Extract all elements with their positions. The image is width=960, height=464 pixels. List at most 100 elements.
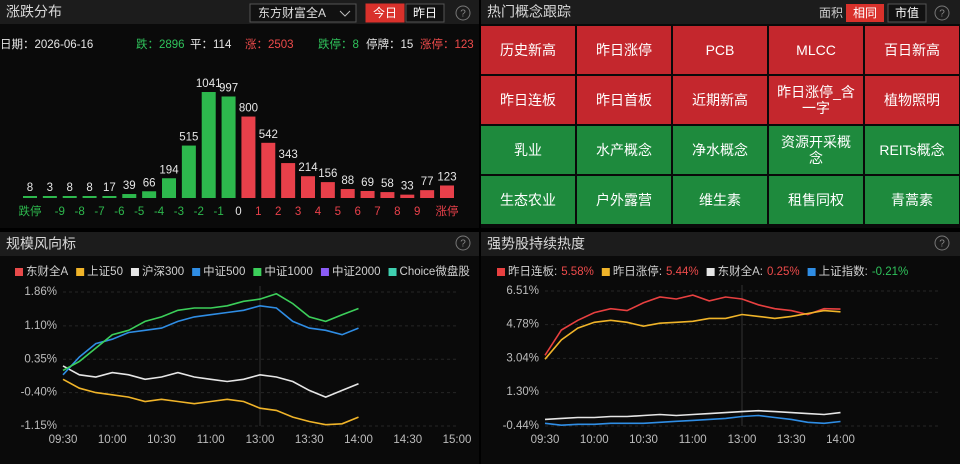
legend-label: 东财全A [26, 264, 68, 278]
bar [102, 196, 117, 198]
concept-tile[interactable]: 水产概念 [577, 126, 671, 174]
x-tick-label: -2 [194, 206, 204, 218]
legend-label: 昨日连板 [508, 264, 554, 278]
concept-tile[interactable]: 昨日连板 [481, 76, 575, 124]
button-label: 面积 [819, 6, 843, 20]
concept-tile[interactable]: 租售同权 [769, 176, 863, 224]
concept-tile[interactable]: 植物照明 [865, 76, 959, 124]
concept-tile[interactable]: 户外露营 [577, 176, 671, 224]
value-label: 123 [437, 172, 456, 184]
concept-tile[interactable]: 资源开采概念 [769, 126, 863, 174]
concept-tile[interactable]: REITs概念 [865, 126, 959, 174]
x-tick-label: 5 [335, 206, 341, 218]
value-label: 33 [401, 181, 414, 193]
dropdown-text: 东方财富全A [258, 5, 326, 20]
legend-separator: : [659, 266, 662, 278]
x-tick-label: 0 [235, 206, 241, 218]
concept-tile[interactable]: 净水概念 [673, 126, 767, 174]
concept-tile[interactable]: 昨日首板 [577, 76, 671, 124]
dropdown-arrow [339, 10, 351, 17]
panel-title: 热门概念跟踪 [487, 4, 571, 20]
help-icon[interactable] [455, 235, 471, 251]
dropdown[interactable] [249, 3, 357, 23]
legend-label: 上证指数 [819, 264, 865, 278]
concept-tile[interactable]: 维生素 [673, 176, 767, 224]
bar [221, 96, 236, 198]
concept-tile[interactable]: 生态农业 [481, 176, 575, 224]
tab-label: 昨日 [413, 6, 437, 20]
panel [0, 0, 479, 228]
bar [440, 185, 454, 198]
bar [360, 190, 375, 198]
legend-value: -0.21% [872, 266, 908, 278]
stat-label: 日期： [0, 38, 35, 51]
panel-title: 强势股持续热度 [487, 236, 585, 252]
series-line [62, 292, 359, 372]
bar [380, 192, 395, 198]
value-label: 515 [179, 132, 198, 144]
legend-swatch [601, 268, 610, 276]
concept-tile[interactable]: PCB [673, 26, 767, 74]
bar [62, 196, 77, 198]
bar [181, 145, 196, 198]
value-label: 343 [279, 149, 298, 161]
legend-label: 昨日涨停 [613, 264, 659, 278]
panel-title: 规模风向标 [6, 236, 76, 252]
legend-swatch [320, 268, 329, 276]
series-line [544, 409, 841, 421]
stat: 日期：2026-06-16 [0, 38, 93, 51]
tab[interactable] [365, 3, 405, 23]
value-label: 8 [86, 182, 92, 194]
concept-tile[interactable]: 百日新高 [865, 26, 959, 74]
button-bg [846, 4, 884, 22]
help-icon[interactable] [455, 5, 471, 21]
concept-tile[interactable]: 青蒿素 [865, 176, 959, 224]
value-label: 8 [27, 182, 33, 194]
stat-label: 涨： [245, 38, 268, 51]
legend-separator: : [865, 266, 868, 278]
x-tick-label: 13:30 [777, 434, 806, 446]
value-label: 542 [259, 129, 278, 141]
stat-value: 8 [353, 39, 359, 51]
legend-swatch [192, 268, 201, 276]
bar [82, 196, 97, 198]
x-tick-label: 14:00 [826, 434, 855, 446]
stat-label: 平： [190, 39, 213, 51]
concept-tile[interactable]: 近期新高 [673, 76, 767, 124]
help-icon[interactable] [934, 235, 950, 251]
y-tick-label: 1.30% [506, 386, 539, 398]
stat: 停牌：15 [366, 37, 413, 51]
series-line [62, 365, 359, 398]
stat-label: 跌停： [318, 37, 353, 51]
x-tick-label: 1 [255, 206, 261, 218]
stat-value: 114 [213, 39, 232, 51]
x-tick-label: 13:00 [728, 434, 757, 446]
value-label: 39 [123, 180, 136, 192]
concept-tile[interactable]: 昨日涨停 [577, 26, 671, 74]
x-tick-label: -3 [174, 206, 184, 218]
bar [281, 163, 296, 198]
concept-tile[interactable]: MLCC [769, 26, 863, 74]
bar [122, 194, 137, 198]
concept-tile[interactable]: 乳业 [481, 126, 575, 174]
series-line [544, 309, 841, 360]
help-icon[interactable] [934, 5, 950, 21]
legend-swatch [15, 268, 23, 276]
bar [201, 92, 216, 198]
value-label: 194 [159, 164, 179, 176]
stat-value: 2896 [159, 39, 185, 51]
legend-swatch [76, 268, 85, 276]
legend-value: 5.58% [561, 266, 594, 278]
button-bg [887, 3, 927, 23]
value-label: 66 [143, 177, 156, 189]
stat-value: 2503 [268, 39, 294, 51]
stat: 涨：2503 [245, 38, 294, 51]
concept-tile[interactable]: 昨日涨停_含一字 [769, 76, 863, 124]
help-text: ? [460, 9, 466, 20]
help-text: ? [939, 9, 945, 20]
tab[interactable] [405, 3, 445, 23]
concept-tile[interactable]: 历史新高 [481, 26, 575, 74]
button-label: 相同 [853, 6, 877, 20]
value-label: 800 [239, 103, 258, 115]
x-tick-label: -8 [75, 206, 85, 218]
